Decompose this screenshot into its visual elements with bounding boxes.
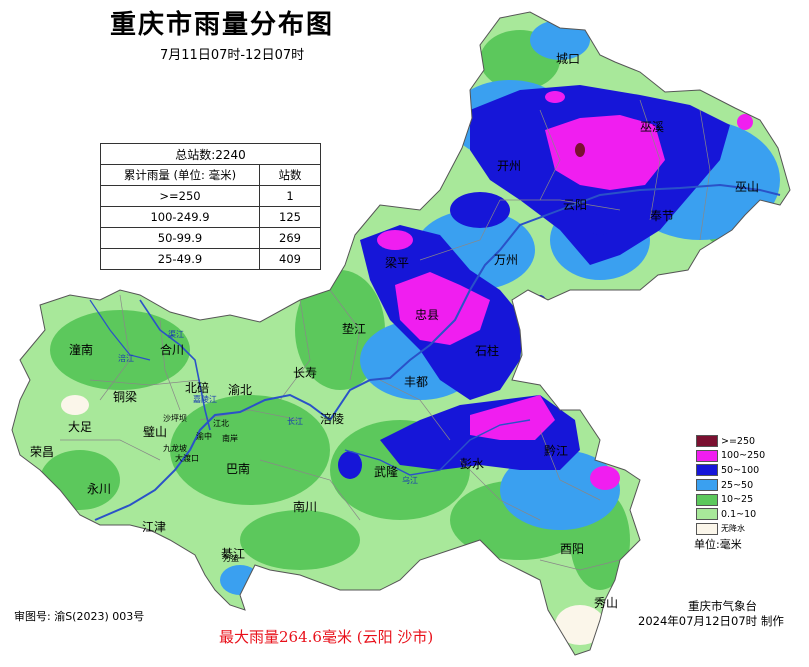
count-cell: 1: [259, 185, 321, 207]
yangtze-river: [94, 183, 781, 521]
region-tongnan: 潼南: [69, 343, 94, 357]
region-yongchuan: 永川: [87, 482, 112, 496]
legend-swatch: [696, 449, 718, 462]
wujiang-river: [344, 419, 531, 476]
legend-swatch: [696, 508, 718, 521]
legend-label: 无降水: [721, 524, 745, 534]
max-rainfall-note: 最大雨量264.6毫米 (云阳 沙市): [219, 628, 434, 646]
legend-label: >=250: [721, 435, 756, 447]
region-wuxi: 巫溪: [640, 120, 665, 134]
region-fuling: 涪陵: [320, 412, 345, 426]
region-wushan: 巫山: [735, 180, 760, 194]
region-chengkou: 城口: [556, 52, 581, 66]
region-pengshui: 彭水: [460, 457, 485, 471]
river-label-qujiang: 渠江: [168, 330, 184, 339]
region-wanzhou: 万州: [494, 253, 519, 267]
region-xiushan: 秀山: [594, 596, 619, 610]
fujiang-river: [89, 299, 151, 361]
map-title: 重庆市雨量分布图: [110, 10, 335, 40]
range-cell: 100-249.9: [100, 206, 260, 228]
region-jiulongpo: 九龙坡: [163, 444, 187, 453]
municipality-border: [11, 11, 791, 656]
legend-unit: 单位:毫米: [694, 538, 742, 551]
legend: >=250 100~250 50~100 25~50 10~25 0.1~10 …: [696, 434, 765, 536]
region-tongliang: 铜梁: [113, 390, 138, 404]
region-yubei: 渝北: [228, 383, 253, 397]
legend-item: 25~50: [696, 478, 765, 493]
river-label-wujiang: 乌江: [402, 476, 418, 485]
district-borders: [60, 99, 711, 571]
legend-swatch: [696, 435, 718, 448]
jialing-river: [139, 299, 211, 431]
range-cell: 25-49.9: [100, 248, 260, 270]
region-dadukou: 大渡口: [175, 454, 199, 463]
map-approval-number: 审图号: 渝S(2023) 003号: [14, 610, 145, 623]
issuing-agency: 重庆市气象台: [688, 599, 757, 613]
region-jiangjin: 江津: [142, 520, 167, 534]
total-stations: 总站数:2240: [100, 143, 321, 165]
table-row: >=250 1: [100, 185, 321, 207]
region-shizhu: 石柱: [475, 344, 500, 358]
river-label-changjiang: 长江: [287, 417, 303, 426]
count-cell: 269: [259, 227, 321, 249]
count-cell: 125: [259, 206, 321, 228]
legend-swatch: [696, 479, 718, 492]
legend-swatch: [696, 493, 718, 506]
river-label-jialingjiang: 嘉陵江: [193, 395, 217, 404]
region-liangping: 梁平: [385, 256, 410, 270]
region-nanchuan: 南川: [293, 500, 318, 514]
region-nanan: 南岸: [222, 434, 238, 443]
region-hechuan: 合川: [160, 343, 185, 357]
count-cell: 409: [259, 248, 321, 270]
range-cell: 50-99.9: [100, 227, 260, 249]
legend-label: 25~50: [721, 479, 754, 491]
region-jiangbei: 江北: [213, 419, 229, 428]
table-row: 100-249.9 125: [100, 206, 321, 228]
region-changshou: 长寿: [293, 366, 318, 380]
region-zhongxian: 忠县: [415, 308, 440, 322]
range-cell: >=250: [100, 185, 260, 207]
legend-item: 100~250: [696, 449, 765, 464]
region-dazu: 大足: [68, 420, 93, 434]
legend-item: 50~100: [696, 463, 765, 478]
table-row: 25-49.9 409: [100, 248, 321, 270]
region-fengdu: 丰都: [404, 375, 429, 389]
legend-swatch: [696, 464, 718, 477]
region-bishan: 璧山: [143, 425, 168, 439]
region-yuzhong: 渝中: [196, 432, 212, 441]
legend-label: 100~250: [721, 450, 766, 462]
region-banan: 巴南: [226, 462, 251, 476]
region-yunyang: 云阳: [563, 198, 588, 212]
legend-item: 10~25: [696, 492, 765, 507]
region-qianjiang: 黔江: [544, 444, 569, 458]
header-rainfall: 累计雨量 (单位: 毫米): [100, 164, 260, 186]
rivers: [89, 183, 781, 521]
legend-item: >=250: [696, 434, 765, 449]
region-kaizhou: 开州: [497, 159, 522, 173]
region-fengjie: 奉节: [650, 209, 675, 223]
legend-item: 无降水: [696, 522, 765, 537]
legend-item: 0.1~10: [696, 507, 765, 522]
station-stats-table: 总站数:2240 累计雨量 (单位: 毫米) 站数 >=250 1 100-24…: [100, 143, 321, 270]
region-shapingba: 沙坪坝: [163, 414, 187, 423]
region-youyang: 酉阳: [560, 542, 585, 556]
region-beibei: 北碚: [185, 381, 210, 395]
legend-swatch: [696, 522, 718, 535]
map-subtitle: 7月11日07时-12日07时: [160, 48, 305, 63]
region-wansheng: 万盛: [223, 554, 239, 563]
header-count: 站数: [259, 164, 321, 186]
region-rongchang: 荣昌: [30, 445, 55, 459]
legend-label: 10~25: [721, 494, 754, 506]
table-row: 50-99.9 269: [100, 227, 321, 249]
region-qijiang: 綦江: [221, 547, 246, 561]
river-label-fujiang: 涪江: [118, 354, 134, 363]
legend-label: 0.1~10: [721, 508, 757, 520]
production-time: 2024年07月12日07时 制作: [638, 614, 784, 628]
region-wulong: 武隆: [374, 465, 399, 479]
region-dianjiang: 垫江: [342, 322, 367, 336]
legend-label: 50~100: [721, 464, 760, 476]
